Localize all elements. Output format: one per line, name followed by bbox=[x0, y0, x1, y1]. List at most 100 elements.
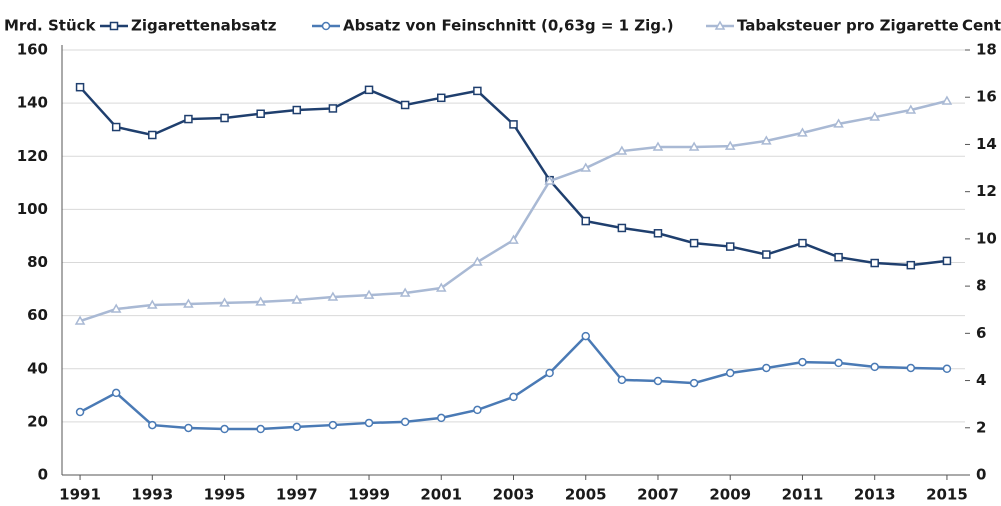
marker bbox=[473, 405, 482, 415]
marker bbox=[653, 229, 663, 238]
marker bbox=[941, 95, 953, 105]
marker bbox=[905, 104, 917, 114]
marker bbox=[364, 85, 374, 95]
marker bbox=[870, 258, 879, 268]
marker bbox=[508, 234, 519, 244]
marker bbox=[581, 331, 590, 341]
marker bbox=[292, 105, 302, 115]
marker bbox=[580, 162, 592, 172]
x-tick-label: 1991 bbox=[59, 486, 101, 504]
marker bbox=[437, 413, 446, 423]
marker bbox=[509, 120, 518, 129]
marker bbox=[834, 358, 843, 368]
marker bbox=[942, 256, 952, 266]
marker bbox=[869, 111, 880, 121]
x-tick-label: 1995 bbox=[204, 486, 246, 504]
y2-tick-label: 16 bbox=[976, 88, 997, 106]
marker bbox=[184, 114, 193, 124]
x-tick-label: 1997 bbox=[276, 486, 318, 504]
marker bbox=[616, 145, 628, 155]
marker bbox=[509, 392, 518, 402]
marker bbox=[906, 260, 916, 270]
marker bbox=[75, 82, 85, 92]
marker bbox=[545, 368, 554, 378]
marker bbox=[291, 294, 303, 304]
marker bbox=[689, 238, 699, 248]
y-tick-label: 0 bbox=[38, 466, 48, 484]
marker bbox=[400, 100, 410, 110]
marker bbox=[399, 287, 411, 297]
x-tick-label: 2001 bbox=[420, 486, 462, 504]
x-tick-label: 2007 bbox=[637, 486, 679, 504]
marker bbox=[400, 417, 410, 427]
legend-label: Tabaksteuer pro Zigarette bbox=[737, 17, 959, 35]
marker bbox=[256, 424, 265, 434]
marker bbox=[256, 109, 265, 118]
marker bbox=[581, 216, 590, 226]
marker bbox=[74, 315, 86, 325]
y2-tick-label: 10 bbox=[976, 229, 997, 247]
y2-tick-label: 0 bbox=[976, 466, 986, 484]
series-line bbox=[79, 334, 947, 431]
x-tick-label: 1993 bbox=[131, 486, 173, 504]
marker bbox=[111, 388, 121, 398]
y-tick-label: 20 bbox=[27, 412, 48, 430]
series-line bbox=[79, 99, 948, 323]
marker bbox=[292, 422, 302, 432]
marker bbox=[834, 252, 843, 262]
marker bbox=[797, 127, 808, 137]
marker bbox=[364, 418, 374, 428]
marker bbox=[725, 242, 735, 251]
x-tick-label: 2015 bbox=[926, 486, 968, 504]
marker bbox=[762, 250, 771, 259]
y2-tick-label: 18 bbox=[976, 41, 997, 59]
marker bbox=[148, 420, 157, 430]
marker bbox=[761, 135, 772, 145]
marker bbox=[75, 407, 85, 417]
marker bbox=[363, 289, 375, 299]
x-tick-label: 2009 bbox=[709, 486, 751, 504]
marker bbox=[328, 104, 338, 113]
x-tick-label: 1999 bbox=[348, 486, 390, 504]
legend-label: Absatz von Feinschnitt (0,63g = 1 Zig.) bbox=[343, 17, 674, 35]
marker bbox=[435, 282, 447, 292]
x-tick-label: 2003 bbox=[493, 486, 535, 504]
y2-axis-label: Cent bbox=[962, 17, 1001, 35]
marker bbox=[147, 299, 158, 309]
marker bbox=[327, 291, 339, 301]
marker bbox=[870, 362, 879, 372]
marker bbox=[833, 118, 844, 128]
marker bbox=[437, 93, 446, 103]
y2-tick-label: 12 bbox=[976, 182, 997, 200]
x-tick-label: 2005 bbox=[565, 486, 607, 504]
x-tick-label: 2011 bbox=[782, 486, 824, 504]
legend-label: Zigarettenabsatz bbox=[131, 17, 277, 35]
marker bbox=[473, 86, 482, 96]
marker bbox=[942, 364, 952, 373]
x-tick-label: 2013 bbox=[854, 486, 896, 504]
marker bbox=[798, 238, 807, 248]
marker bbox=[652, 141, 664, 151]
marker bbox=[110, 303, 122, 313]
y-tick-label: 100 bbox=[17, 200, 48, 218]
marker bbox=[544, 175, 555, 185]
y-tick-label: 40 bbox=[27, 359, 48, 377]
y-tick-label: 120 bbox=[17, 147, 48, 165]
marker bbox=[725, 368, 735, 378]
y-tick-label: 160 bbox=[17, 41, 48, 59]
marker bbox=[109, 21, 119, 31]
marker bbox=[219, 297, 230, 307]
marker bbox=[321, 21, 331, 31]
y-axis-label: Mrd. Stück bbox=[4, 17, 97, 35]
y2-tick-label: 8 bbox=[976, 277, 986, 295]
marker bbox=[798, 357, 807, 367]
marker bbox=[255, 296, 266, 306]
marker bbox=[617, 223, 627, 233]
marker bbox=[328, 420, 338, 430]
marker bbox=[762, 363, 771, 373]
marker bbox=[220, 424, 229, 434]
y-tick-label: 60 bbox=[27, 306, 48, 324]
y2-tick-label: 14 bbox=[976, 135, 997, 153]
marker bbox=[688, 141, 700, 151]
marker bbox=[148, 130, 157, 140]
